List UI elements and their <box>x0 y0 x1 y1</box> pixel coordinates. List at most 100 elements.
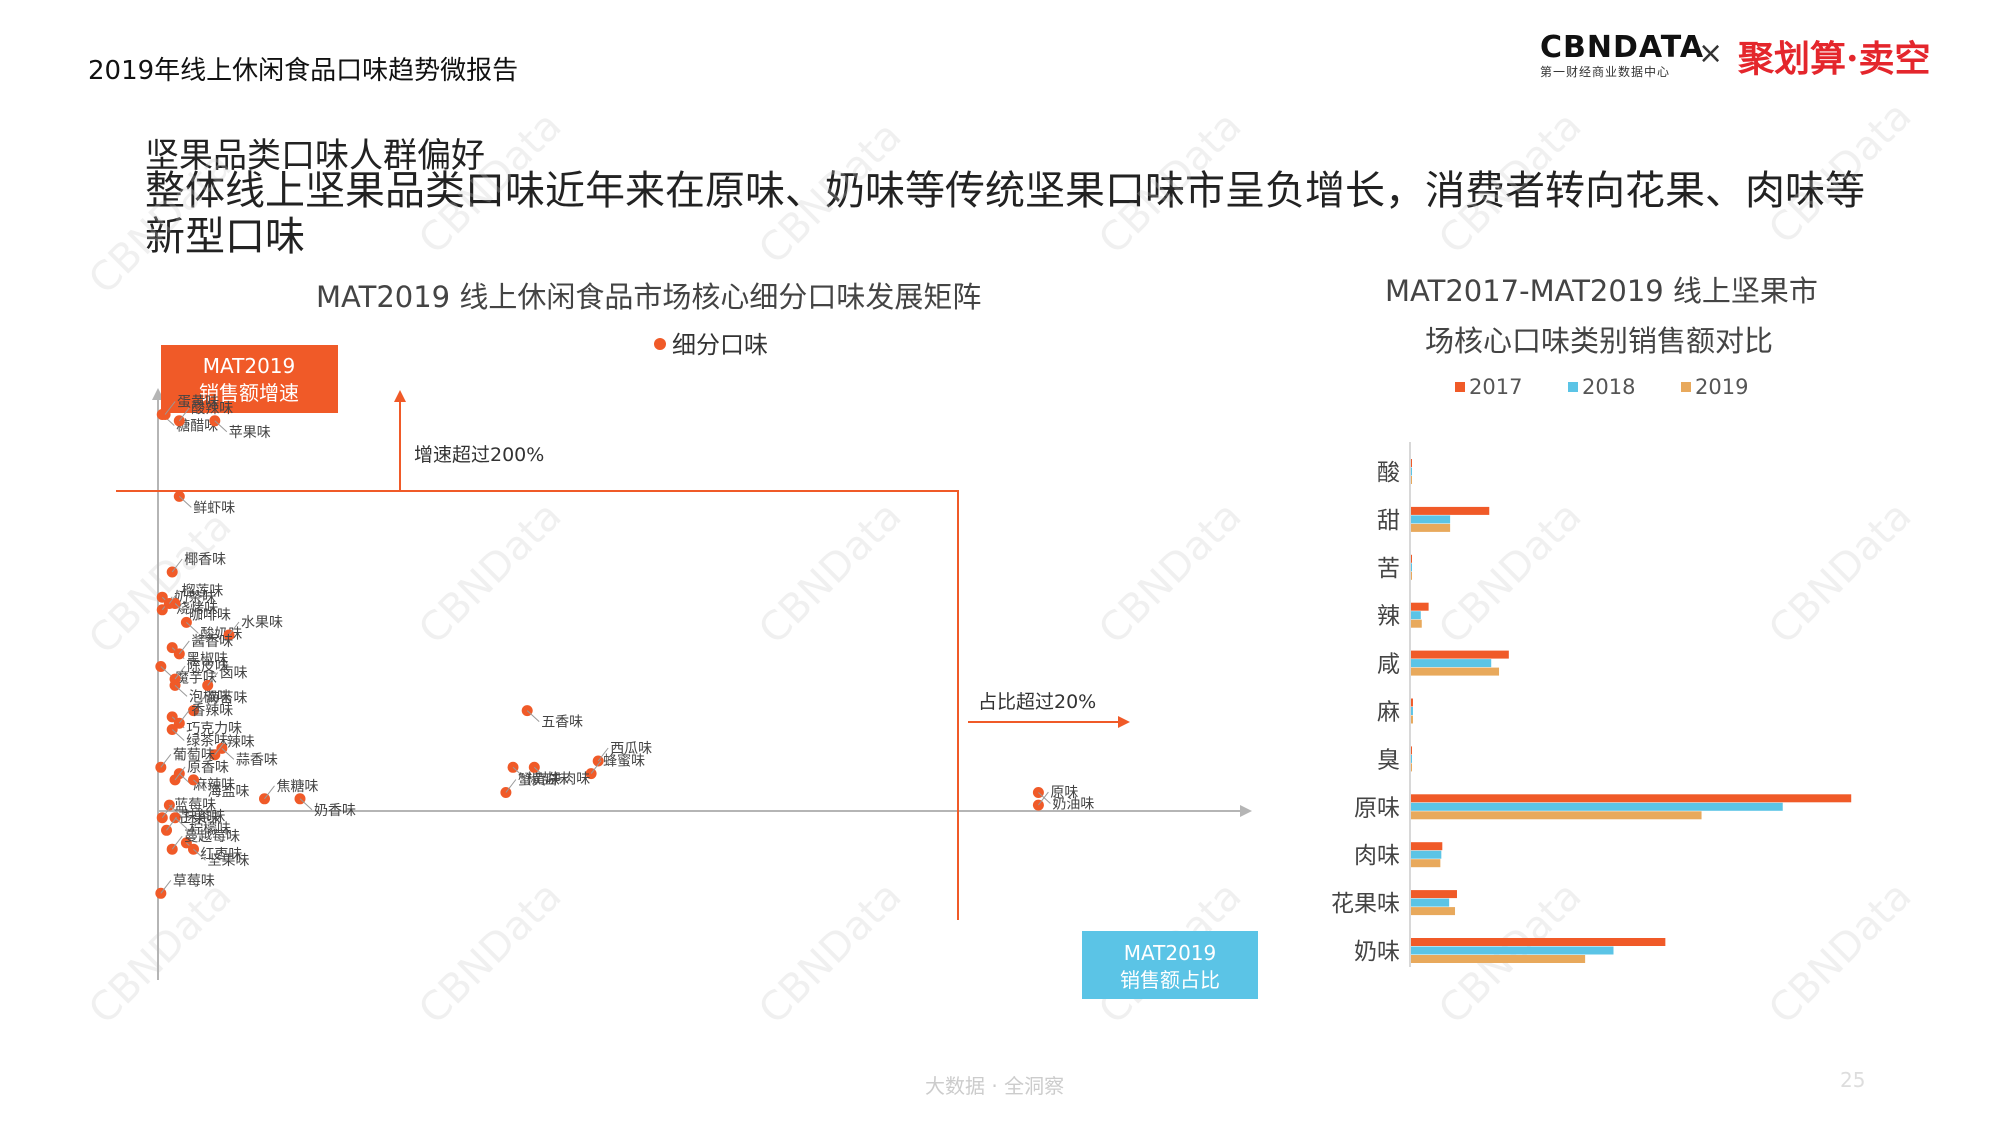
y-axis-badge-line2: 销售额增速 <box>199 381 299 405</box>
bar-2017 <box>1411 650 1509 659</box>
scatter-label-leader <box>1038 791 1049 806</box>
scatter-label-leader <box>186 622 199 634</box>
bar-2017 <box>1411 459 1412 467</box>
scatter-point-label: 水果味 <box>241 615 283 631</box>
share-arrow-head <box>1118 716 1130 728</box>
x-axis-badge-line1: MAT2019 <box>1124 941 1217 965</box>
bar-category-label: 麻 <box>1377 700 1400 726</box>
headline: 整体线上坚果品类口味近年来在原味、奶味等传统坚果口味市呈负增长，消费者转向花果、… <box>145 168 1865 260</box>
y-axis-badge-line1: MAT2019 <box>203 354 296 378</box>
scatter-label-leader <box>171 558 183 573</box>
bar-2019 <box>1411 619 1422 628</box>
scatter-label-leader <box>207 672 219 686</box>
scatter-point-label: 海盐味 <box>208 784 250 800</box>
scatter-label-leader <box>193 697 204 711</box>
x-axis-badge-line2: 销售额占比 <box>1120 968 1220 992</box>
bar-2018 <box>1411 515 1451 524</box>
scatter-label-leader <box>160 879 172 894</box>
scatter-label-leader <box>193 848 206 861</box>
bar-chart-title-line2: 场核心口味类别销售额对比 <box>1425 324 1774 358</box>
scatter-label-leader <box>174 685 188 697</box>
scatter-point-label: 芒果味 <box>179 810 221 826</box>
bar-2018 <box>1411 850 1442 859</box>
bar-2018 <box>1411 898 1450 907</box>
bar-category-label: 辣 <box>1377 604 1400 630</box>
bar-2019 <box>1411 523 1451 532</box>
scatter-point-label: 海苔味 <box>206 690 248 707</box>
scatter-label-leader <box>299 798 313 811</box>
scatter-label-leader <box>164 401 176 415</box>
bar-category-label: 奶味 <box>1354 939 1400 965</box>
scatter-point-label: 榴莲味 <box>181 584 223 600</box>
bar-legend-label: 2019 <box>1695 375 1748 399</box>
scatter-label-leader <box>178 407 190 422</box>
bar-2019 <box>1411 955 1586 963</box>
bar-2019 <box>1411 907 1456 916</box>
threshold-box-line <box>116 490 959 920</box>
scatter-label-leader <box>264 785 275 800</box>
scatter-point-label: 牛肉味 <box>548 771 590 787</box>
scatter-point-label: 辣味 <box>227 735 255 751</box>
logo-separator: × <box>1698 36 1724 71</box>
bar-2017 <box>1411 554 1412 563</box>
growth-threshold-label: 增速超过200% <box>414 444 544 466</box>
bar-2019 <box>1411 476 1412 484</box>
section-title: 坚果品类口味人群偏好 <box>145 136 485 176</box>
bar-2017 <box>1411 890 1457 899</box>
scatter-legend-label: 细分口味 <box>672 331 768 359</box>
scatter-label-leader <box>597 747 609 762</box>
scatter-point-label: 鲜虾味 <box>193 500 235 516</box>
scatter-label-leader <box>160 753 172 768</box>
bar-2017 <box>1411 938 1666 946</box>
bar-2019 <box>1411 715 1413 724</box>
scatter-point-label: 蛋黄味 <box>177 394 219 411</box>
bar-2017 <box>1411 602 1429 611</box>
scatter-point-label: 卤味 <box>220 665 248 681</box>
scatter-point-label: 蒜香味 <box>236 752 278 768</box>
scatter-point-label: 奶油味 <box>1052 797 1094 813</box>
bar-2017 <box>1411 698 1413 707</box>
bar-category-label: 苦 <box>1377 556 1400 582</box>
partner-logo: 聚划算·卖空 <box>1738 38 1931 80</box>
bar-2017 <box>1411 794 1852 803</box>
scatter-point-label: 草莓味 <box>173 873 215 889</box>
bar-category-label: 酸 <box>1377 460 1400 486</box>
cbndata-logo-text: CBNDATA <box>1540 30 1705 65</box>
scatter-point-label: 陈皮味 <box>187 658 229 675</box>
y-axis-badge <box>161 345 338 413</box>
bar-category-label: 原味 <box>1354 795 1400 821</box>
bar-legend-label: 2017 <box>1469 375 1522 399</box>
scatter-point-label: 葡萄味 <box>173 747 215 763</box>
bar-legend-swatch <box>1568 382 1578 392</box>
x-axis-badge <box>1082 931 1258 999</box>
scatter-point-label: 酱香味 <box>191 634 233 650</box>
page-number: 25 <box>1840 1068 1866 1092</box>
bar-2018 <box>1411 563 1412 572</box>
bar-category-label: 臭 <box>1377 747 1400 773</box>
bar-legend-swatch <box>1681 382 1691 392</box>
scatter-point-label: 苹果味 <box>229 425 271 441</box>
bar-2019 <box>1411 859 1441 868</box>
bar-2019 <box>1411 667 1500 676</box>
report-title: 2019年线上休闲食品口味趋势微报告 <box>88 56 519 86</box>
bar-2018 <box>1411 802 1783 811</box>
scatter-point-label: 黑椒味 <box>186 652 228 668</box>
scatter-label-leader <box>214 741 226 756</box>
scatter-point-label: 糖醋味 <box>176 419 218 435</box>
growth-arrow-head <box>394 390 406 402</box>
scatter-point-label: 红枣味 <box>200 847 242 863</box>
scatter-point-label: 原香味 <box>187 760 229 776</box>
scatter-point-label: 西瓜味 <box>610 741 652 757</box>
scatter-point-label: 咖啡味 <box>189 608 231 624</box>
scatter-label-leader <box>161 804 173 819</box>
scatter-legend-marker <box>654 338 666 350</box>
scatter-label-leader <box>505 779 517 793</box>
flavor-matrix-scatter-chart: 增速超过200% 占比超过20% 细分口味 MAT2019 销售额增速 MAT2019 销售… <box>116 331 1258 999</box>
bar-2019 <box>1411 763 1412 772</box>
scatter-label-leader <box>512 766 526 779</box>
bar-legend-label: 2018 <box>1582 375 1635 399</box>
scatter-point-label: 烧烤味 <box>176 601 218 617</box>
scatter-point-label: 抹茶味 <box>183 809 225 825</box>
scatter-label-leader <box>174 766 186 781</box>
bar-2017 <box>1411 746 1412 755</box>
